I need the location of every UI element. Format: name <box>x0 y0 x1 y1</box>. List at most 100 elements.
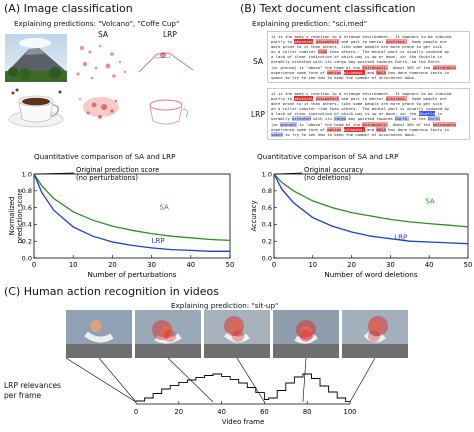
x-tick-label: 0 <box>272 261 276 269</box>
ylabel-line-2: per frame <box>4 391 42 400</box>
doc-line: more prone to it than others, like some … <box>271 101 443 107</box>
doc-line: experience some form of motion sickness,… <box>271 69 450 75</box>
video-frame <box>204 310 270 358</box>
chart-perturbations: Original prediction score (no perturbati… <box>8 166 235 279</box>
doc-line: it is the body's reaction to a strange e… <box>271 91 452 96</box>
x-axis-label: Number of perturbations <box>87 270 176 279</box>
x-tick-label: 40 <box>217 408 226 416</box>
y-tick-label: 0.2 <box>22 238 32 246</box>
x-tick-label: 10 <box>308 261 317 269</box>
doc-line: on a roller coaster ride than others. Th… <box>271 106 450 112</box>
y-tick-label: 0.4 <box>262 221 272 229</box>
doc-line: more prone to it than others, like some … <box>271 44 443 50</box>
chart-word-deletions: Original accuracy (no deletions) 0 10 20 30… <box>250 166 473 279</box>
doc-line: normally oriented with its cargo bay poi… <box>271 116 440 122</box>
y-tick-label: 0.0 <box>262 254 272 262</box>
series-line-lrp <box>273 173 469 245</box>
frame-connector <box>302 358 307 403</box>
panel-c-prediction: Explaining prediction: "sit-up" <box>171 301 279 310</box>
x-axis-label: Video frame <box>222 418 265 426</box>
series-line-lrp <box>33 173 230 252</box>
doc-line: space to try to see how to keep the numb… <box>271 131 417 137</box>
annotation-line-1: Original accuracy <box>304 166 363 174</box>
doc-line: space to try to see how to keep the numb… <box>271 74 417 80</box>
x-tick-label: 30 <box>147 261 156 269</box>
panel-b-prediction: Explaining prediction: "sci.med" <box>252 19 368 28</box>
video-frame <box>342 310 408 358</box>
frame-connector <box>236 358 265 403</box>
plot-frame <box>33 173 231 259</box>
panel-b-chart-title: Quantitative comparison of SA and LRP <box>257 152 399 161</box>
annotation-line-2: (no perturbations) <box>76 174 138 182</box>
panel-b-sa-label: SA <box>253 57 264 66</box>
panel-a-lrp-label: LRP <box>163 30 177 39</box>
doc-line: partly to physical discomfort and part t… <box>271 96 447 102</box>
x-tick-label: 30 <box>386 261 395 269</box>
sa-text-heatmap: it is the body's reaction to a strange e… <box>267 31 470 83</box>
series-label-sa: SA <box>159 203 169 211</box>
panel-b-lrp-label: LRP <box>251 110 265 119</box>
doc-line: partly to physical discomfort and part t… <box>271 39 447 45</box>
y-tick-label: 0.2 <box>262 238 272 246</box>
chart-video-relevance: 0 20 40 60 80 100 Video frame <box>65 358 376 426</box>
panel-a-chart-title: Quantitative comparison of SA and LRP <box>34 152 176 161</box>
panel-a-prediction: Explaining predictions: "Volcano", "Coff… <box>14 19 180 28</box>
x-tick-label: 80 <box>303 408 312 416</box>
y-axis-label: Accuracy <box>250 200 258 231</box>
coffee-cup-image <box>5 83 67 131</box>
panel-c-ylabel: LRP relevances per frame <box>4 381 61 401</box>
doc-line: a lack of clear indication of which way … <box>271 111 443 117</box>
video-frame <box>273 310 339 358</box>
lrp-heatmap-coffee <box>135 87 197 132</box>
frame-connector <box>349 358 376 403</box>
x-tick-label: 20 <box>174 408 183 416</box>
relevance-step-line <box>136 373 351 403</box>
panel-c-title: (C) Human action recognition in videos <box>4 285 219 298</box>
y-tick-label: 0.8 <box>262 187 272 195</box>
x-tick-label: 10 <box>69 261 78 269</box>
panel-a-sa-label: SA <box>98 30 109 39</box>
y-tick-label: 1.0 <box>22 170 32 178</box>
x-tick-label: 20 <box>347 261 356 269</box>
y-axis-label-line: Accuracy <box>250 200 258 231</box>
y-tick-label: 0.6 <box>22 204 32 212</box>
doc-line: it is the body's reaction to a strange e… <box>271 34 452 39</box>
frame-connector <box>98 358 137 403</box>
panel-b-title: (B) Text document classification <box>240 2 416 15</box>
x-tick-label: 60 <box>260 408 269 416</box>
x-tick-label: 40 <box>186 261 195 269</box>
y-tick-label: 0.4 <box>22 221 32 229</box>
panel-a-title: (A) Image classification <box>4 2 133 15</box>
doc-line: (or ground) is "above" the head of the a… <box>271 64 457 70</box>
x-tick-label: 50 <box>464 261 473 269</box>
lrp-text-heatmap: it is the body's reaction to a strange e… <box>267 88 470 140</box>
video-frame <box>135 310 201 358</box>
sa-heatmap-coffee <box>70 87 132 132</box>
series-line-sa <box>33 173 231 242</box>
plot-frame <box>273 173 469 259</box>
x-tick-label: 0 <box>32 261 36 269</box>
frame-connector <box>65 358 137 403</box>
y-axis-label-line: prediction score <box>16 189 24 244</box>
y-tick-label: 0.0 <box>22 254 32 262</box>
x-tick-label: 0 <box>134 408 138 416</box>
doc-line: (or ground) is "above" the head of the a… <box>271 121 457 127</box>
y-axis-label: Normalized prediction score <box>8 189 24 244</box>
doc-line: experience some form of motion sickness,… <box>271 126 450 132</box>
x-axis-label: Number of word deletions <box>324 270 417 279</box>
y-axis-label-line: Normalized <box>8 197 16 236</box>
video-frames <box>66 310 408 358</box>
doc-line: on a roller coaster ride than others. Th… <box>271 49 450 55</box>
annotation-line-1: Original prediction score <box>76 166 159 174</box>
doc-line: a lack of clear indication of which way … <box>271 54 443 60</box>
x-tick-label: 100 <box>344 408 357 416</box>
x-tick-label: 50 <box>226 261 235 269</box>
y-tick-label: 0.8 <box>22 187 32 195</box>
x-tick-label: 20 <box>108 261 117 269</box>
volcano-image <box>5 34 67 82</box>
series-label-sa: SA <box>425 197 435 205</box>
series-label-lrp: LRP <box>152 237 165 245</box>
x-tick-label: 40 <box>425 261 434 269</box>
ylabel-line-1: LRP relevances <box>4 381 61 390</box>
series-line-sa <box>273 173 469 228</box>
